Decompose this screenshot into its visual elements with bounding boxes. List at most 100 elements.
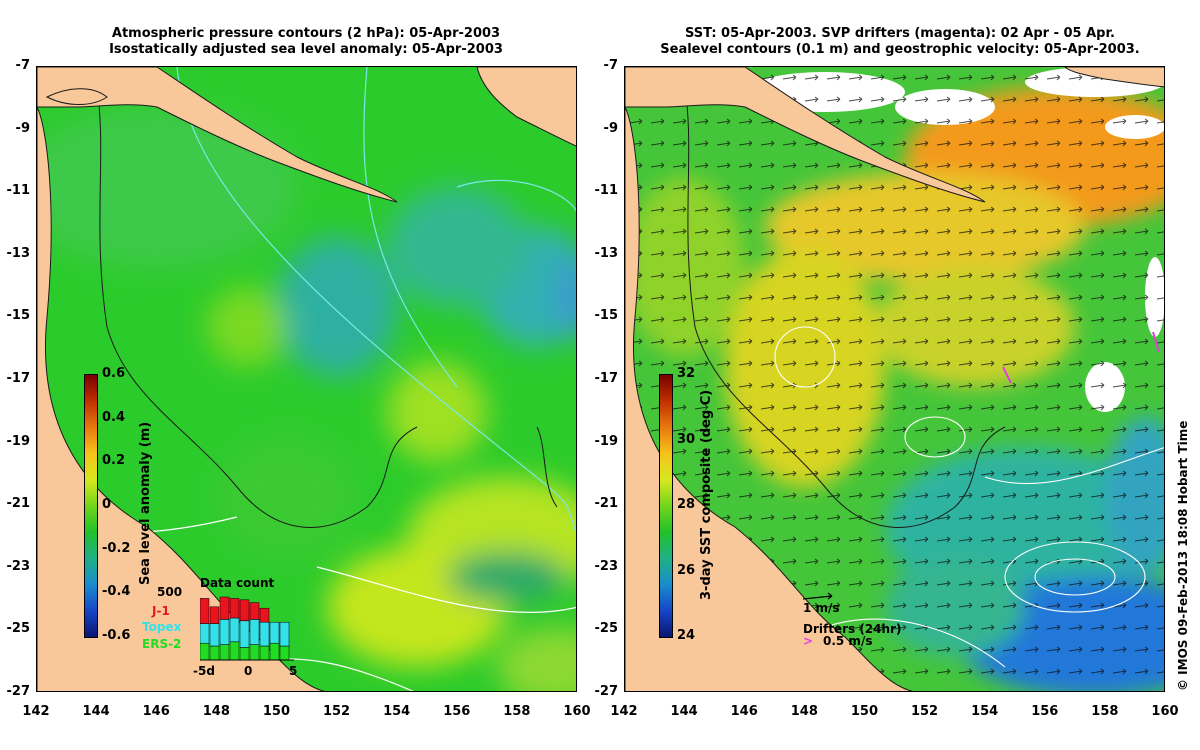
sla-colorbar xyxy=(84,374,98,638)
y-tick-label: -13 xyxy=(6,245,31,261)
x-tick-label: 152 xyxy=(322,704,351,719)
sla-anomaly-field xyxy=(37,107,576,691)
y-tick-label: -13 xyxy=(594,245,619,261)
x-tick-label: 156 xyxy=(1031,704,1059,719)
colorbar-tick-label: 0 xyxy=(102,497,112,512)
y-tick-label: -9 xyxy=(603,120,618,136)
data-count-bar-ers xyxy=(259,645,270,661)
data-count-bar-topex xyxy=(229,617,240,643)
y-tick-label: -17 xyxy=(594,371,619,386)
colorbar-tick-label: 0.2 xyxy=(102,453,126,469)
data-count-bar-topex xyxy=(279,621,290,647)
y-tick-label: -17 xyxy=(6,371,31,386)
x-tick-label: 146 xyxy=(730,704,758,719)
y-tick-label: -27 xyxy=(6,684,31,699)
y-tick-label: -23 xyxy=(594,558,619,574)
x-tick-label: 150 xyxy=(262,704,290,719)
x-tick-label: 142 xyxy=(610,704,638,719)
data-count-xtick-mid: 0 xyxy=(244,664,253,678)
data-count-bar-j1 xyxy=(259,607,270,623)
data-count-bar-topex xyxy=(239,620,250,648)
x-tick-label: 158 xyxy=(503,704,531,719)
sealevel-contours xyxy=(774,326,1164,668)
y-tick-label: -21 xyxy=(594,496,619,512)
y-tick-label: -11 xyxy=(594,183,619,199)
drifters-label: Drifters (24hr) xyxy=(803,622,902,636)
legend-topex: Topex xyxy=(142,620,182,634)
colorbar-tick-label: 32 xyxy=(677,366,696,381)
sst-colorbar xyxy=(659,374,673,638)
x-tick-label: 158 xyxy=(1091,704,1119,719)
x-tick-label: 144 xyxy=(82,704,110,719)
colorbar-tick-label: 28 xyxy=(677,497,696,512)
y-tick-label: -21 xyxy=(6,496,31,512)
colorbar-tick-label: 0.6 xyxy=(102,366,126,381)
data-count-bar-ers xyxy=(239,647,250,661)
data-count-bar-ers xyxy=(249,644,260,661)
data-count-bar-ers xyxy=(209,645,220,661)
data-count-bar-j1 xyxy=(209,606,220,624)
colorbar-tick-label: 30 xyxy=(677,431,696,447)
data-count-xtick-right: 5 xyxy=(289,664,298,678)
x-tick-label: 142 xyxy=(22,704,50,719)
legend-ers2: ERS-2 xyxy=(142,637,182,651)
data-count-title: Data count xyxy=(200,576,275,590)
data-count-bar-j1 xyxy=(239,599,250,622)
y-tick-label: -25 xyxy=(594,621,619,637)
right-title-line2: Sealevel contours (0.1 m) and geostrophi… xyxy=(660,42,1140,57)
colorbar-tick-label: 26 xyxy=(677,562,696,578)
y-tick-label: -19 xyxy=(6,433,31,449)
x-tick-label: 152 xyxy=(910,704,939,719)
y-tick-label: -7 xyxy=(15,58,30,73)
data-count-bar-j1 xyxy=(249,602,260,620)
data-count-bar-topex xyxy=(259,621,270,647)
vector-scale-label: 1 m/s xyxy=(803,601,840,615)
x-tick-label: 154 xyxy=(971,704,999,719)
data-count-xtick-left: -5d xyxy=(193,664,215,678)
sla-colorbar-label: Sea level anomaly (m) xyxy=(138,421,153,585)
vector-scale-arrow xyxy=(802,592,833,600)
y-tick-label: -15 xyxy=(594,308,619,324)
data-count-bar-topex xyxy=(200,623,210,644)
sst-colorbar-label: 3-day SST composite (deg C) xyxy=(699,389,714,600)
data-count-max: 500 xyxy=(157,585,183,599)
data-count-bar-ers xyxy=(229,641,240,661)
credit-text: © IMOS 09-Feb-2013 18:08 Hobart Time xyxy=(1176,420,1190,691)
sst-land xyxy=(625,67,1164,691)
data-count-chart xyxy=(200,596,294,661)
data-count-bar-ers xyxy=(200,642,210,661)
drifter-scale-arrow: > xyxy=(803,634,814,648)
y-tick-label: -19 xyxy=(594,433,619,449)
data-count-bar-ers xyxy=(219,644,230,661)
drifter-tracks xyxy=(1002,331,1160,384)
data-count-bar-topex xyxy=(219,619,230,645)
y-tick-label: -27 xyxy=(594,684,619,699)
data-count-bar-ers xyxy=(279,645,290,661)
data-count-bar-topex xyxy=(209,623,220,647)
data-count-bar-j1 xyxy=(219,596,230,620)
colorbar-tick-label: -0.2 xyxy=(102,540,131,556)
left-title-line2: Isostatically adjusted sea level anomaly… xyxy=(109,42,503,57)
y-tick-label: -11 xyxy=(6,183,31,199)
sst-map xyxy=(624,66,1165,692)
y-tick-label: -23 xyxy=(6,558,31,574)
x-tick-label: 144 xyxy=(670,704,698,719)
left-title-line1: Atmospheric pressure contours (2 hPa): 0… xyxy=(111,26,501,41)
data-count-bar-topex xyxy=(249,619,260,645)
y-tick-label: -9 xyxy=(15,120,30,136)
x-tick-label: 148 xyxy=(790,704,818,719)
x-tick-label: 148 xyxy=(202,704,230,719)
data-count-bar-ers xyxy=(269,642,280,661)
colorbar-tick-label: -0.4 xyxy=(102,584,131,600)
x-tick-label: 150 xyxy=(850,704,878,719)
legend-j1: J-1 xyxy=(152,604,170,618)
y-tick-label: -15 xyxy=(6,308,31,324)
bathymetry-contours xyxy=(96,86,558,528)
x-tick-label: 156 xyxy=(443,704,471,719)
x-tick-label: 146 xyxy=(142,704,170,719)
sla-map xyxy=(36,66,577,692)
drifter-speed-label: 0.5 m/s xyxy=(823,634,873,648)
sst-bathymetry xyxy=(684,86,1006,528)
sla-land xyxy=(37,67,576,691)
y-tick-label: -7 xyxy=(603,58,618,73)
